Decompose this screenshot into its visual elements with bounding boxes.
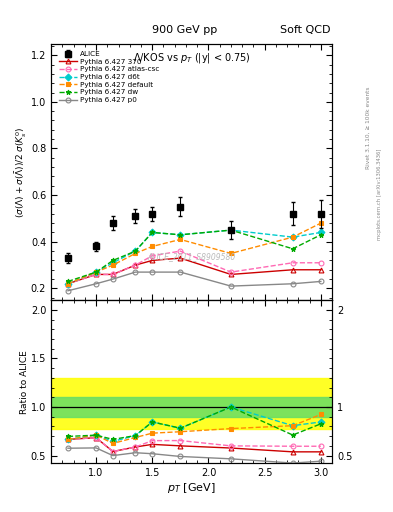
Pythia 6.427 default	[66, 281, 70, 287]
Pythia 6.427 default	[110, 262, 115, 268]
Pythia 6.427 atlas-csc	[133, 262, 138, 268]
Pythia 6.427 default	[290, 234, 295, 240]
Pythia 6.427 d6t	[318, 229, 323, 236]
Pythia 6.427 370	[66, 281, 70, 287]
Pythia 6.427 370	[318, 267, 323, 273]
Pythia 6.427 atlas-csc	[229, 269, 233, 275]
Line: Pythia 6.427 dw: Pythia 6.427 dw	[66, 228, 323, 284]
Pythia 6.427 dw	[150, 229, 154, 236]
Pythia 6.427 default	[133, 250, 138, 257]
Pythia 6.427 d6t	[133, 248, 138, 254]
Pythia 6.427 dw	[94, 269, 98, 275]
Pythia 6.427 p0	[133, 269, 138, 275]
Pythia 6.427 d6t	[229, 227, 233, 233]
Pythia 6.427 dw	[178, 232, 183, 238]
Text: Soft QCD: Soft QCD	[280, 25, 330, 35]
Pythia 6.427 p0	[229, 283, 233, 289]
Pythia 6.427 370	[110, 271, 115, 278]
Pythia 6.427 dw	[66, 279, 70, 285]
Pythia 6.427 dw	[229, 227, 233, 233]
Pythia 6.427 p0	[66, 288, 70, 294]
Pythia 6.427 370	[290, 267, 295, 273]
Text: 900 GeV pp: 900 GeV pp	[152, 25, 217, 35]
Pythia 6.427 dw	[290, 246, 295, 252]
X-axis label: $p_T$ [GeV]: $p_T$ [GeV]	[167, 481, 216, 495]
Pythia 6.427 atlas-csc	[66, 281, 70, 287]
Pythia 6.427 atlas-csc	[178, 248, 183, 254]
Line: Pythia 6.427 atlas-csc: Pythia 6.427 atlas-csc	[66, 249, 323, 286]
Pythia 6.427 default	[150, 243, 154, 249]
Text: ALICE_2011_S8909580: ALICE_2011_S8909580	[147, 252, 236, 261]
Pythia 6.427 dw	[133, 248, 138, 254]
Pythia 6.427 370	[178, 255, 183, 261]
Pythia 6.427 370	[150, 258, 154, 264]
Line: Pythia 6.427 370: Pythia 6.427 370	[66, 255, 323, 286]
Y-axis label: $(\sigma(\Lambda)+\sigma(\bar{\Lambda}))/2\;\sigma(K^{0}_{s})$: $(\sigma(\Lambda)+\sigma(\bar{\Lambda}))…	[14, 126, 29, 218]
Line: Pythia 6.427 p0: Pythia 6.427 p0	[66, 270, 323, 293]
Pythia 6.427 d6t	[290, 234, 295, 240]
Legend: ALICE, Pythia 6.427 370, Pythia 6.427 atlas-csc, Pythia 6.427 d6t, Pythia 6.427 : ALICE, Pythia 6.427 370, Pythia 6.427 at…	[57, 50, 161, 104]
Pythia 6.427 370	[133, 262, 138, 268]
Pythia 6.427 p0	[290, 281, 295, 287]
Pythia 6.427 atlas-csc	[290, 260, 295, 266]
Pythia 6.427 atlas-csc	[150, 253, 154, 259]
Pythia 6.427 atlas-csc	[318, 260, 323, 266]
Bar	[51, 378, 332, 430]
Pythia 6.427 dw	[110, 258, 115, 264]
Pythia 6.427 p0	[94, 281, 98, 287]
Line: Pythia 6.427 d6t: Pythia 6.427 d6t	[66, 228, 323, 286]
Pythia 6.427 370	[229, 271, 233, 278]
Pythia 6.427 default	[178, 237, 183, 243]
Pythia 6.427 d6t	[150, 229, 154, 236]
Pythia 6.427 default	[94, 269, 98, 275]
Text: $\Lambda$/KOS vs $p_T$ (|y| < 0.75): $\Lambda$/KOS vs $p_T$ (|y| < 0.75)	[133, 51, 250, 65]
Pythia 6.427 default	[318, 220, 323, 226]
Pythia 6.427 370	[94, 271, 98, 278]
Pythia 6.427 d6t	[110, 260, 115, 266]
Pythia 6.427 d6t	[94, 269, 98, 275]
Pythia 6.427 d6t	[178, 232, 183, 238]
Bar	[51, 397, 332, 417]
Pythia 6.427 p0	[150, 269, 154, 275]
Pythia 6.427 p0	[110, 276, 115, 282]
Pythia 6.427 atlas-csc	[110, 271, 115, 278]
Pythia 6.427 dw	[318, 232, 323, 238]
Pythia 6.427 default	[229, 250, 233, 257]
Y-axis label: Ratio to ALICE: Ratio to ALICE	[20, 350, 29, 414]
Text: Rivet 3.1.10, ≥ 100k events: Rivet 3.1.10, ≥ 100k events	[366, 87, 371, 169]
Line: Pythia 6.427 default: Pythia 6.427 default	[66, 221, 323, 286]
Pythia 6.427 d6t	[66, 281, 70, 287]
Pythia 6.427 p0	[318, 279, 323, 285]
Text: mcplots.cern.ch [arXiv:1306.3436]: mcplots.cern.ch [arXiv:1306.3436]	[377, 149, 382, 240]
Pythia 6.427 p0	[178, 269, 183, 275]
Pythia 6.427 atlas-csc	[94, 271, 98, 278]
